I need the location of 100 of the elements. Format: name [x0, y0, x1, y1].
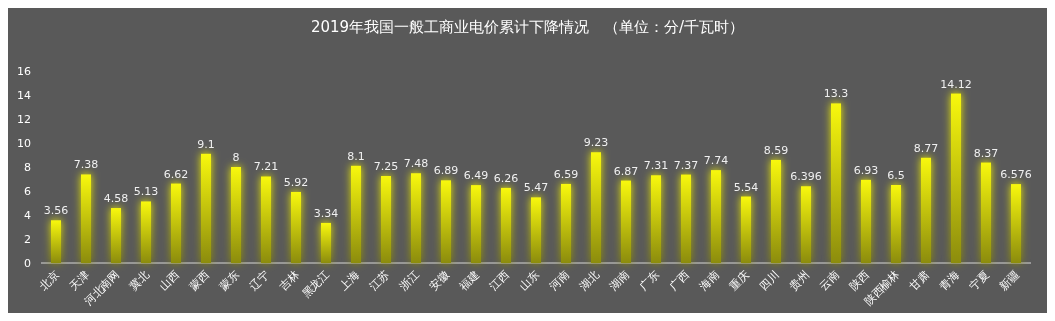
data-label: 6.396: [790, 170, 822, 184]
bar: [261, 176, 271, 263]
data-label: 7.38: [73, 158, 99, 172]
bar: [801, 186, 811, 263]
data-label: 3.34: [313, 206, 339, 220]
bar: [981, 162, 991, 263]
y-tick-label: 4: [24, 209, 31, 222]
data-label: 8.59: [763, 143, 789, 157]
x-tick-label: 山东: [517, 267, 543, 293]
data-label: 8.77: [913, 141, 939, 155]
bar: [591, 152, 601, 263]
data-label: 5.54: [733, 180, 759, 194]
y-tick-label: 16: [17, 65, 31, 78]
data-label: 5.47: [523, 181, 549, 195]
bar: [711, 170, 721, 263]
data-label: 6.59: [553, 167, 579, 181]
bar: [501, 187, 511, 263]
data-label: 6.49: [463, 169, 489, 183]
data-label: 5.13: [133, 185, 159, 199]
x-tick-label: 云南: [817, 267, 843, 293]
x-tick-label: 上海: [337, 267, 363, 293]
data-label: 7.48: [403, 157, 429, 171]
bar: [81, 174, 91, 263]
x-tick-label: 四川: [757, 267, 783, 293]
bar: [141, 201, 151, 263]
data-label: 5.92: [283, 175, 309, 189]
data-label: 7.74: [703, 154, 729, 168]
x-tick-label: 浙江: [397, 267, 423, 293]
bar: [831, 103, 841, 263]
y-tick-label: 14: [17, 89, 31, 102]
bar: [291, 191, 301, 263]
data-label: 6.89: [433, 164, 459, 178]
x-tick-label: 湖北: [577, 267, 603, 293]
x-tick-label: 广东: [637, 267, 663, 293]
bar: [231, 167, 241, 263]
bar: [411, 173, 421, 263]
data-label: 8: [232, 151, 240, 164]
data-label: 8.1: [347, 149, 365, 163]
x-tick-label: 天津: [67, 267, 93, 293]
x-tick-label: 蒙西: [187, 267, 213, 293]
bar: [681, 174, 691, 263]
data-label: 7.37: [673, 158, 699, 172]
data-label: 7.21: [253, 160, 279, 174]
bar: [201, 153, 211, 263]
x-tick-label: 贵州: [787, 267, 813, 293]
y-tick-label: 2: [24, 233, 31, 246]
bar: [531, 197, 541, 263]
x-tick-label: 青海: [937, 267, 963, 293]
data-label: 6.26: [493, 171, 519, 185]
bar: [381, 176, 391, 263]
data-label: 6.62: [163, 167, 189, 181]
data-label: 3.56: [43, 204, 69, 218]
data-label: 6.93: [853, 163, 879, 177]
data-label: 7.31: [643, 159, 669, 173]
data-label: 9.23: [583, 136, 609, 150]
data-label: 6.576: [1000, 168, 1032, 182]
x-tick-label: 福建: [457, 267, 483, 293]
x-tick-label: 甘肃: [907, 267, 933, 293]
data-label: 14.12: [940, 77, 972, 91]
bar: [111, 208, 121, 263]
bar: [891, 185, 901, 263]
x-tick-label: 江苏: [367, 267, 393, 293]
x-tick-label: 湖南: [607, 267, 633, 293]
bar: [171, 183, 181, 263]
x-tick-label: 辽宁: [247, 267, 273, 293]
bar: [441, 180, 451, 263]
bar: [921, 157, 931, 263]
bar: [741, 196, 751, 263]
y-tick-label: 0: [24, 257, 31, 270]
bar: [951, 93, 961, 263]
x-tick-label: 重庆: [727, 267, 753, 293]
bar: [651, 175, 661, 263]
bar: [51, 220, 61, 263]
data-label: 9.1: [197, 137, 215, 151]
data-label: 6.87: [613, 164, 639, 178]
chart-title: 2019年我国一般工商业电价累计下降情况 （单位：分/千瓦时）: [310, 18, 745, 36]
y-tick-label: 12: [17, 113, 31, 126]
x-tick-label: 山西: [157, 267, 183, 293]
data-label: 13.3: [823, 87, 849, 101]
bar: [861, 179, 871, 263]
x-tick-label: 河南: [547, 267, 573, 293]
y-tick-label: 10: [17, 137, 31, 150]
bar: [621, 180, 631, 263]
y-tick-label: 6: [24, 185, 31, 198]
bar: [1011, 184, 1021, 263]
bar: [321, 222, 331, 263]
x-tick-label: 安徽: [427, 267, 453, 293]
x-tick-label: 新疆: [997, 267, 1023, 293]
x-tick-label: 宁夏: [967, 267, 993, 293]
data-label: 8.37: [973, 146, 999, 160]
bar: [471, 185, 481, 263]
x-tick-label: 冀北: [127, 267, 153, 293]
bar: [771, 159, 781, 263]
bar: [561, 183, 571, 263]
x-tick-label: 广西: [667, 267, 693, 293]
x-tick-label: 海南: [697, 267, 723, 293]
data-label: 4.58: [103, 192, 129, 206]
y-tick-label: 8: [24, 161, 31, 174]
x-tick-label: 江西: [487, 267, 513, 293]
x-tick-label: 蒙东: [217, 267, 243, 293]
